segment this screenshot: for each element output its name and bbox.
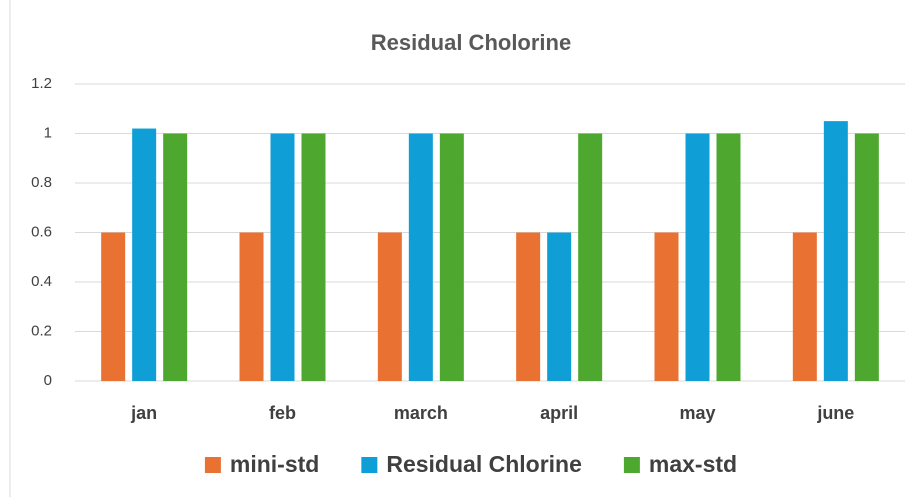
x-tick-label: april [540,403,578,423]
y-tick-label: 0.2 [31,322,52,339]
bar [854,133,879,381]
bar [516,232,541,381]
y-tick-label: 0.8 [31,174,52,191]
bar [823,121,848,381]
bar [792,232,817,381]
legend-swatch [361,457,378,473]
bar [301,133,326,381]
x-tick-label: may [679,403,715,423]
legend-swatch [623,457,640,473]
bar [377,232,402,381]
bar [239,232,264,381]
bar [716,133,741,381]
x-tick-label: june [816,403,854,423]
y-tick-label: 0.6 [31,223,52,240]
legend-label: max-std [649,451,737,477]
bar [547,232,572,381]
bar [654,232,679,381]
y-tick-label: 0 [44,372,52,389]
y-tick-label: 1.2 [31,75,52,92]
chart-border [9,0,922,497]
y-tick-label: 1 [44,124,52,141]
bar [101,232,126,381]
legend-label: Residual Chlorine [386,451,582,477]
bar [578,133,603,381]
legend-swatch [204,457,221,473]
x-tick-label: feb [269,403,296,423]
x-tick-label: march [394,403,448,423]
x-tick-label: jan [130,403,157,423]
bar [439,133,464,381]
legend-label: mini-std [230,451,319,477]
bar [270,133,295,381]
bar [132,128,157,381]
chart-title: Residual Cholorine [371,30,571,55]
bar [163,133,188,381]
bar [408,133,433,381]
y-tick-label: 0.4 [31,273,52,290]
bar [685,133,710,381]
